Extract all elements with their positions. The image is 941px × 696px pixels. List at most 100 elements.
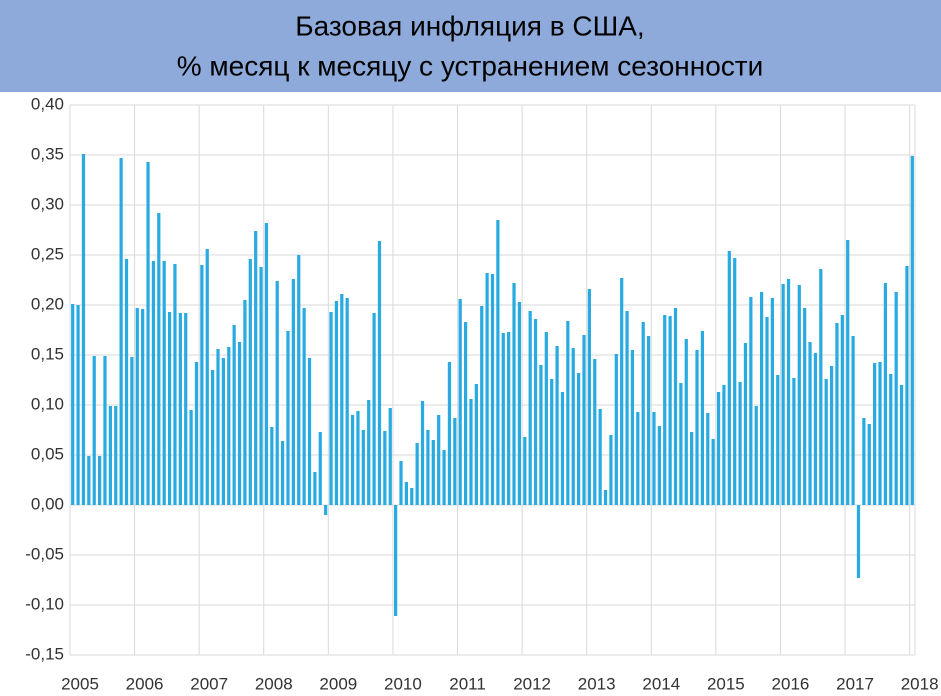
bar	[135, 308, 139, 505]
bar	[205, 249, 209, 505]
bar	[663, 315, 667, 505]
bar	[603, 490, 608, 505]
bar	[173, 264, 177, 505]
y-tick-label: -0,05	[25, 544, 64, 563]
bar	[835, 323, 839, 505]
bar	[372, 313, 376, 505]
bar	[151, 261, 156, 505]
bar	[377, 241, 382, 505]
bar	[899, 385, 904, 505]
bar	[415, 443, 419, 505]
bar	[81, 154, 86, 505]
bar	[184, 313, 188, 505]
bar	[533, 319, 538, 505]
bar	[555, 346, 559, 505]
x-tick-label: 2010	[384, 674, 422, 693]
bar	[243, 300, 247, 505]
y-tick-label: 0,10	[31, 394, 64, 413]
bar	[485, 273, 489, 505]
bar	[679, 383, 683, 505]
title-band	[0, 0, 941, 92]
bar	[227, 347, 231, 505]
x-tick-label: 2014	[642, 674, 680, 693]
bar	[636, 412, 640, 505]
bar	[275, 281, 279, 505]
bar	[716, 392, 721, 505]
x-tick-label: 2005	[61, 674, 99, 693]
bar	[237, 342, 242, 505]
bar	[442, 450, 446, 505]
bar	[743, 343, 748, 505]
bar	[566, 321, 570, 505]
bar	[297, 255, 301, 505]
bar	[851, 336, 855, 505]
bar	[324, 505, 328, 515]
bar	[437, 415, 441, 505]
bar	[840, 315, 844, 505]
bar	[905, 266, 909, 505]
bar	[108, 406, 112, 505]
bar	[598, 409, 602, 505]
bar	[211, 370, 215, 505]
bar	[189, 410, 193, 505]
bar	[652, 412, 656, 505]
bar	[167, 312, 172, 505]
y-tick-label: 0,40	[31, 94, 64, 113]
bar	[291, 279, 295, 505]
bar	[738, 382, 742, 505]
bar	[383, 431, 387, 505]
bar	[700, 331, 705, 505]
bar	[340, 294, 344, 505]
x-tick-label: 2009	[319, 674, 357, 693]
x-tick-label: 2018	[901, 674, 939, 693]
bar	[426, 430, 430, 505]
bar	[770, 298, 774, 505]
bar	[808, 342, 812, 505]
bar	[178, 313, 182, 505]
bar	[92, 356, 96, 505]
bar	[124, 259, 129, 505]
bar	[582, 335, 586, 505]
bar	[759, 292, 764, 505]
bar	[394, 505, 398, 616]
bar	[496, 220, 500, 505]
bar	[388, 408, 392, 505]
bar	[399, 461, 403, 505]
bar	[706, 413, 710, 505]
y-tick-label: 0,15	[31, 344, 64, 363]
bar	[824, 379, 828, 505]
bar	[889, 374, 893, 505]
bar	[668, 316, 672, 505]
bar	[609, 435, 613, 505]
bar	[458, 299, 462, 505]
bar	[420, 401, 425, 505]
bar	[232, 325, 236, 505]
bar	[727, 251, 731, 505]
bar	[862, 418, 866, 505]
bar	[641, 322, 645, 505]
bar	[630, 350, 635, 505]
bar	[749, 297, 753, 505]
bar	[625, 311, 629, 505]
bar	[550, 379, 554, 505]
bar	[157, 213, 161, 505]
bar	[657, 426, 661, 505]
bar	[114, 406, 118, 505]
x-tick-label: 2008	[255, 674, 293, 693]
bar	[792, 378, 796, 505]
bar	[103, 356, 107, 505]
bar	[786, 279, 791, 505]
bar	[194, 362, 199, 505]
bar	[313, 472, 317, 505]
bar	[539, 365, 543, 505]
bar	[867, 424, 871, 505]
bar	[474, 384, 478, 505]
bar	[910, 156, 914, 505]
bar	[883, 283, 888, 505]
bar	[754, 406, 758, 505]
bar	[894, 292, 898, 505]
bar	[813, 353, 818, 505]
bar	[431, 440, 435, 505]
bar	[819, 269, 823, 505]
